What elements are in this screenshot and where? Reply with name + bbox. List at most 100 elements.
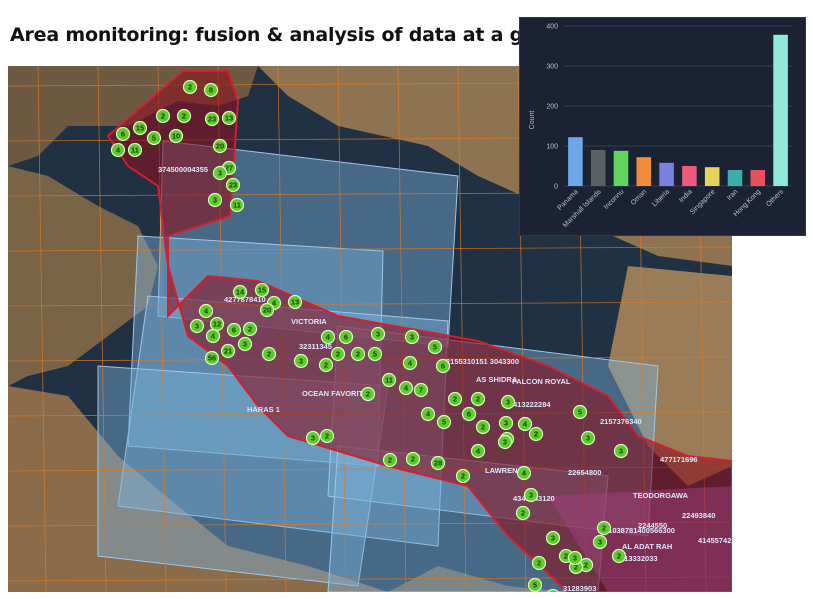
- marker-circle[interactable]: [611, 548, 627, 564]
- marker-circle[interactable]: [205, 328, 221, 344]
- vessel-cluster-marker[interactable]: 2: [470, 391, 486, 407]
- vessel-cluster-marker[interactable]: 4: [110, 142, 126, 158]
- vessel-cluster-marker[interactable]: 6: [461, 406, 477, 422]
- vessel-cluster-marker[interactable]: 2: [475, 419, 491, 435]
- marker-circle[interactable]: [259, 302, 275, 318]
- marker-circle[interactable]: [436, 414, 452, 430]
- vessel-cluster-marker[interactable]: 2: [350, 346, 366, 362]
- marker-circle[interactable]: [318, 357, 334, 373]
- vessel-cluster-marker[interactable]: 6: [115, 126, 131, 142]
- vessel-cluster-marker[interactable]: 28: [430, 455, 446, 471]
- marker-circle[interactable]: [547, 588, 560, 593]
- vessel-cluster-marker[interactable]: 3: [237, 336, 253, 352]
- vessel-cluster-marker[interactable]: 3: [498, 415, 514, 431]
- vessel-cluster-marker[interactable]: 4: [205, 328, 221, 344]
- marker-circle[interactable]: [207, 192, 223, 208]
- marker-circle[interactable]: [567, 550, 583, 566]
- vessel-cluster-marker[interactable]: 2: [531, 555, 547, 571]
- vessel-cluster-marker[interactable]: 4: [398, 380, 414, 396]
- marker-circle[interactable]: [430, 455, 446, 471]
- marker-circle[interactable]: [212, 138, 228, 154]
- vessel-cluster-marker[interactable]: 2: [528, 426, 544, 442]
- vessel-cluster-marker[interactable]: 3: [613, 443, 629, 459]
- marker-circle[interactable]: [176, 108, 192, 124]
- vessel-cluster-marker[interactable]: 5: [367, 346, 383, 362]
- marker-circle[interactable]: [350, 346, 366, 362]
- vessel-cluster-marker[interactable]: 2: [242, 321, 258, 337]
- vessel-cluster-marker[interactable]: 20: [212, 138, 228, 154]
- vessel-cluster-marker[interactable]: 10: [168, 128, 184, 144]
- marker-circle[interactable]: [455, 468, 471, 484]
- vessel-cluster-marker[interactable]: 2: [155, 108, 171, 124]
- vessel-cluster-marker[interactable]: 23: [204, 111, 220, 127]
- vessel-cluster-marker[interactable]: 4: [470, 443, 486, 459]
- marker-circle[interactable]: [475, 419, 491, 435]
- marker-circle[interactable]: [226, 322, 242, 338]
- vessel-cluster-marker[interactable]: 4: [517, 416, 533, 432]
- vessel-cluster-marker[interactable]: 3: [523, 487, 539, 503]
- marker-circle[interactable]: [413, 382, 429, 398]
- vessel-cluster-marker[interactable]: 12: [209, 316, 225, 332]
- marker-circle[interactable]: [115, 126, 131, 142]
- marker-circle[interactable]: [435, 358, 451, 374]
- marker-circle[interactable]: [545, 530, 561, 546]
- vessel-cluster-marker[interactable]: 2: [455, 468, 471, 484]
- marker-circle[interactable]: [500, 394, 516, 410]
- marker-circle[interactable]: [572, 404, 588, 420]
- vessel-cluster-marker[interactable]: 2: [515, 505, 531, 521]
- vessel-cluster-marker[interactable]: 4: [420, 406, 436, 422]
- marker-circle[interactable]: [498, 415, 514, 431]
- marker-circle[interactable]: [127, 142, 143, 158]
- vessel-cluster-marker[interactable]: 5: [436, 414, 452, 430]
- vessel-cluster-marker[interactable]: 2: [382, 452, 398, 468]
- marker-circle[interactable]: [220, 343, 236, 359]
- vessel-cluster-marker[interactable]: 11: [127, 142, 143, 158]
- marker-circle[interactable]: [470, 443, 486, 459]
- marker-circle[interactable]: [237, 336, 253, 352]
- marker-circle[interactable]: [528, 426, 544, 442]
- marker-circle[interactable]: [229, 197, 245, 213]
- vessel-cluster-marker[interactable]: 3: [500, 394, 516, 410]
- marker-circle[interactable]: [330, 346, 346, 362]
- marker-circle[interactable]: [132, 120, 148, 136]
- vessel-cluster-marker[interactable]: 3: [567, 550, 583, 566]
- vessel-cluster-marker[interactable]: 2: [405, 451, 421, 467]
- marker-circle[interactable]: [293, 353, 309, 369]
- marker-circle[interactable]: [110, 142, 126, 158]
- marker-circle[interactable]: [527, 577, 543, 592]
- vessel-cluster-marker[interactable]: 5: [572, 404, 588, 420]
- marker-circle[interactable]: [523, 487, 539, 503]
- marker-circle[interactable]: [404, 329, 420, 345]
- marker-circle[interactable]: [254, 282, 270, 298]
- marker-circle[interactable]: [212, 165, 228, 181]
- marker-circle[interactable]: [319, 428, 335, 444]
- vessel-cluster-marker[interactable]: 11: [229, 197, 245, 213]
- marker-circle[interactable]: [461, 406, 477, 422]
- vessel-cluster-marker[interactable]: 15: [254, 282, 270, 298]
- vessel-cluster-marker[interactable]: 13: [287, 294, 303, 310]
- vessel-cluster-marker[interactable]: 6: [338, 329, 354, 345]
- marker-circle[interactable]: [517, 416, 533, 432]
- vessel-cluster-marker[interactable]: 6: [226, 322, 242, 338]
- marker-circle[interactable]: [470, 391, 486, 407]
- marker-circle[interactable]: [320, 329, 336, 345]
- monitoring-zone-east[interactable]: [548, 486, 732, 592]
- vessel-cluster-marker[interactable]: 2: [182, 79, 198, 95]
- vessel-cluster-marker[interactable]: 56: [204, 350, 220, 366]
- marker-circle[interactable]: [580, 430, 596, 446]
- marker-circle[interactable]: [447, 391, 463, 407]
- vessel-cluster-marker[interactable]: 15: [132, 120, 148, 136]
- vessel-cluster-marker[interactable]: 2: [261, 346, 277, 362]
- marker-circle[interactable]: [168, 128, 184, 144]
- marker-circle[interactable]: [398, 380, 414, 396]
- vessel-cluster-marker[interactable]: 4: [198, 303, 214, 319]
- vessel-cluster-marker[interactable]: 4: [402, 355, 418, 371]
- marker-circle[interactable]: [381, 372, 397, 388]
- vessel-cluster-marker[interactable]: 3: [189, 318, 205, 334]
- vessel-cluster-marker[interactable]: 8: [203, 82, 219, 98]
- vessel-cluster-marker[interactable]: 2: [596, 520, 612, 536]
- marker-circle[interactable]: [405, 451, 421, 467]
- marker-circle[interactable]: [402, 355, 418, 371]
- marker-circle[interactable]: [497, 434, 513, 450]
- marker-circle[interactable]: [203, 82, 219, 98]
